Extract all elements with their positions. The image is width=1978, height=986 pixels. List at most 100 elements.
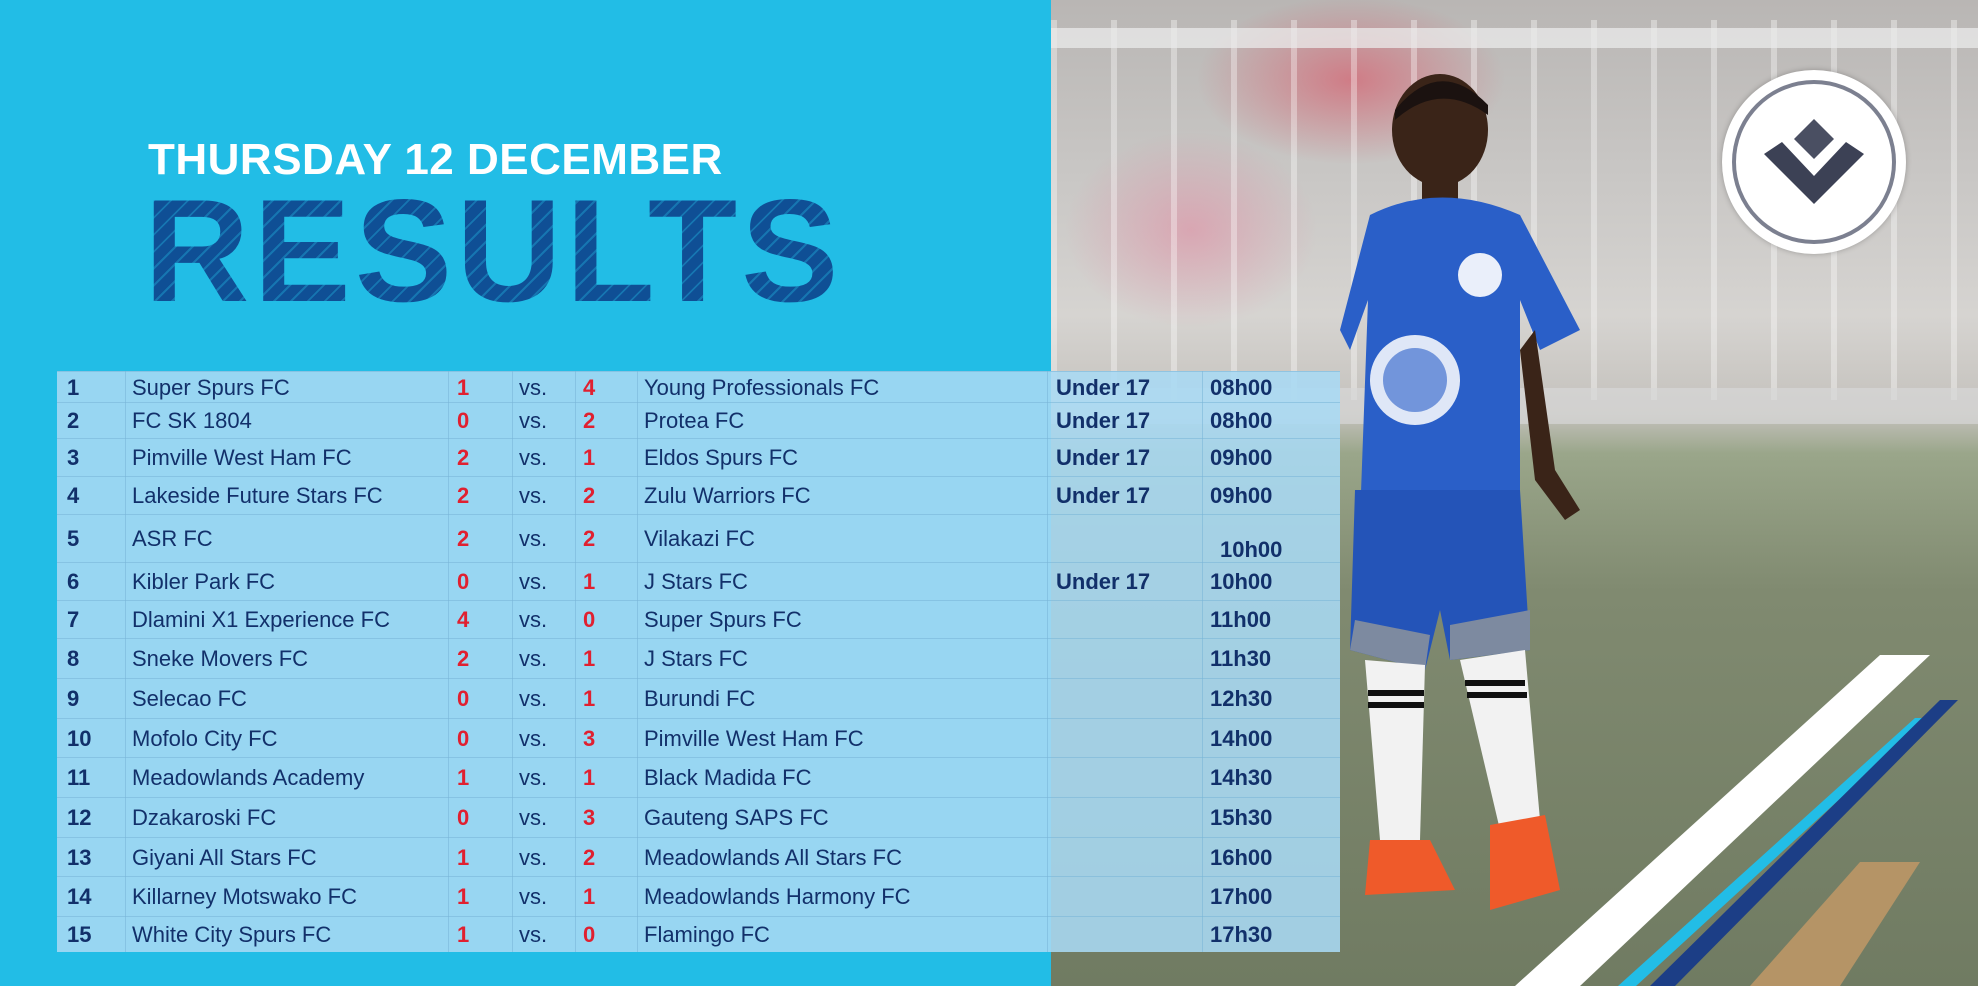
match-number: 4	[67, 483, 80, 508]
home-team: Dlamini X1 Experience FC	[132, 607, 390, 632]
versus-label: vs.	[519, 408, 548, 433]
away-score: 3	[583, 805, 596, 830]
away-team: Vilakazi FC	[644, 526, 755, 551]
kickoff-time: 10h00	[1220, 537, 1283, 562]
away-score: 2	[583, 483, 596, 508]
home-score: 2	[457, 445, 470, 470]
versus-label: vs.	[519, 884, 548, 909]
match-number: 10	[67, 725, 92, 751]
table-row: 9 Selecao FC 0 vs. 1 Burundi FC 12h30	[57, 678, 1340, 719]
match-number: 9	[67, 686, 80, 711]
away-team: Protea FC	[644, 408, 745, 433]
kickoff-time: 12h30	[1210, 686, 1273, 711]
versus-label: vs.	[519, 686, 548, 711]
table-row: 12 Dzakaroski FC 0 vs. 3 Gauteng SAPS FC 15h30	[57, 797, 1340, 838]
table-row: 5 ASR FC 2 vs. 2 Vilakazi FC 10h00	[57, 514, 1340, 563]
column-divider	[1047, 371, 1048, 952]
column-divider	[125, 371, 126, 952]
match-date: THURSDAY 12 DECEMBER	[148, 135, 723, 184]
kickoff-time: 11h00	[1210, 607, 1272, 632]
match-number: 1	[67, 374, 80, 400]
age-group: Under 17	[1056, 569, 1151, 594]
away-score: 1	[583, 686, 596, 711]
discovery-logo	[1722, 70, 1906, 254]
home-score: 1	[457, 374, 470, 400]
column-divider	[512, 371, 513, 952]
versus-label: vs.	[519, 844, 548, 870]
match-number: 5	[67, 526, 80, 551]
column-divider	[637, 371, 638, 952]
age-group: Under 17	[1056, 483, 1151, 508]
home-team: Pimville West Ham FC	[132, 445, 352, 470]
versus-label: vs.	[519, 646, 548, 671]
versus-label: vs.	[519, 725, 548, 751]
column-divider	[1202, 371, 1203, 952]
kickoff-time: 14h00	[1210, 725, 1273, 751]
kickoff-time: 10h00	[1210, 569, 1273, 594]
versus-label: vs.	[519, 526, 548, 551]
away-score: 0	[583, 922, 596, 947]
match-number: 2	[67, 408, 80, 433]
home-team: Sneke Movers FC	[132, 646, 309, 671]
match-number: 8	[67, 646, 80, 671]
away-team: Young Professionals FC	[644, 374, 880, 400]
home-score: 2	[457, 646, 470, 671]
kickoff-time: 15h30	[1210, 805, 1273, 830]
match-number: 11	[67, 765, 91, 790]
away-team: Zulu Warriors FC	[644, 483, 811, 508]
match-number: 14	[67, 884, 92, 909]
home-team: White City Spurs FC	[132, 922, 332, 947]
table-row: 7 Dlamini X1 Experience FC 4 vs. 0 Super Spur…	[57, 600, 1340, 639]
home-team: ASR FC	[132, 526, 213, 551]
match-number: 7	[67, 607, 80, 632]
away-score: 2	[583, 526, 596, 551]
away-score: 1	[583, 884, 596, 909]
match-number: 6	[67, 569, 80, 594]
table-row: 8 Sneke Movers FC 2 vs. 1 J Stars FC 11h30	[57, 638, 1340, 679]
table-row: 6 Kibler Park FC 0 vs. 1 J Stars FC Under 17 10…	[57, 562, 1340, 601]
kickoff-time: 14h30	[1210, 765, 1273, 790]
away-score: 1	[583, 646, 596, 671]
page-title: RESULTS	[144, 169, 843, 332]
results-table: 1 Super Spurs FC 1 vs. 4 Young Professionals …	[57, 371, 1340, 952]
match-number: 13	[67, 844, 92, 870]
away-team: J Stars FC	[644, 569, 748, 594]
versus-label: vs.	[519, 374, 548, 400]
away-team: Black Madida FC	[644, 765, 812, 790]
home-score: 1	[457, 844, 470, 870]
age-group: Under 17	[1056, 408, 1151, 433]
home-team: Dzakaroski FC	[132, 805, 277, 830]
away-score: 1	[583, 765, 596, 790]
match-number: 3	[67, 445, 80, 470]
match-number: 15	[67, 922, 92, 947]
home-score: 0	[457, 569, 470, 594]
table-row: 15 White City Spurs FC 1 vs. 0 Flamingo FC 17h…	[57, 916, 1340, 953]
versus-label: vs.	[519, 445, 548, 470]
away-team: Flamingo FC	[644, 922, 770, 947]
home-score: 2	[457, 526, 470, 551]
home-score: 0	[457, 686, 470, 711]
table-row: 10 Mofolo City FC 0 vs. 3 Pimville West Ham F…	[57, 718, 1340, 758]
table-row: 2 FC SK 1804 0 vs. 2 Protea FC Under 17 08h00	[57, 402, 1340, 439]
away-score: 1	[583, 445, 596, 470]
kickoff-time: 08h00	[1210, 408, 1273, 433]
home-team: Mofolo City FC	[132, 725, 278, 751]
away-team: Burundi FC	[644, 686, 756, 711]
home-team: Lakeside Future Stars FC	[132, 483, 383, 508]
table-row: 1 Super Spurs FC 1 vs. 4 Young Professionals …	[57, 371, 1340, 403]
versus-label: vs.	[519, 569, 548, 594]
table-row: 14 Killarney Motswako FC 1 vs. 1 Meadowlands …	[57, 876, 1340, 917]
home-team: Killarney Motswako FC	[132, 884, 357, 909]
decorative-stripes	[1515, 655, 1958, 986]
column-divider	[575, 371, 576, 952]
fence-rail	[1051, 28, 1978, 48]
away-score: 1	[583, 569, 596, 594]
logo-ring	[1732, 80, 1896, 244]
home-score: 1	[457, 765, 470, 790]
away-score: 2	[583, 844, 596, 870]
home-team: FC SK 1804	[132, 408, 252, 433]
kickoff-time: 17h00	[1210, 884, 1273, 909]
home-score: 1	[457, 884, 470, 909]
away-score: 4	[583, 374, 596, 400]
versus-label: vs.	[519, 483, 548, 508]
